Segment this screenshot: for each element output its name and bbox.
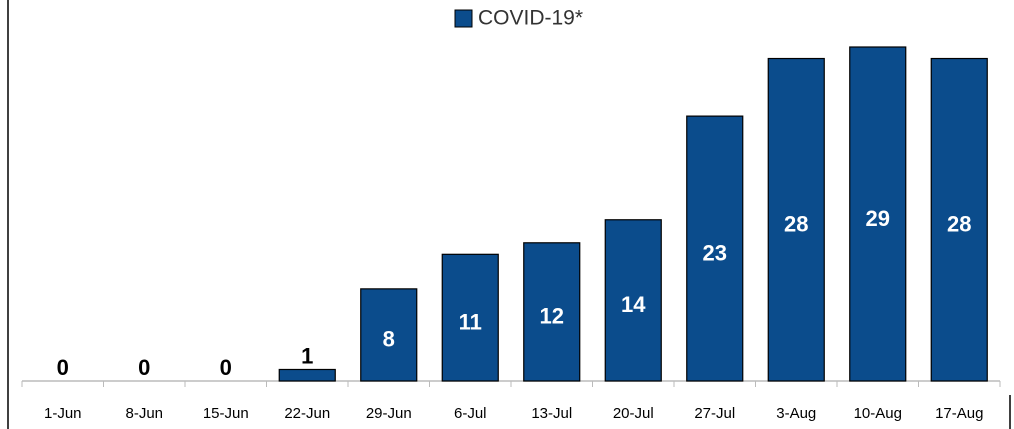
data-label: 23 bbox=[703, 240, 727, 265]
data-label: 14 bbox=[621, 292, 646, 317]
data-label: 0 bbox=[57, 355, 69, 380]
bar bbox=[767, 57, 825, 382]
data-label: 12 bbox=[540, 304, 564, 329]
bar bbox=[604, 219, 662, 382]
data-label: 8 bbox=[383, 327, 395, 352]
legend-swatch bbox=[454, 9, 473, 28]
data-label: 0 bbox=[138, 355, 150, 380]
x-tick-label: 3-Aug bbox=[776, 405, 816, 422]
x-tick-label: 13-Jul bbox=[531, 405, 572, 422]
x-tick-label: 22-Jun bbox=[284, 405, 330, 422]
x-tick-label: 1-Jun bbox=[44, 405, 82, 422]
x-tick-label: 17-Aug bbox=[935, 405, 983, 422]
data-label: 28 bbox=[947, 212, 971, 237]
bar bbox=[360, 288, 418, 382]
x-tick-label: 27-Jul bbox=[694, 405, 735, 422]
bar bbox=[930, 57, 988, 382]
bar bbox=[441, 253, 499, 382]
data-label: 11 bbox=[459, 309, 482, 334]
bar bbox=[278, 368, 336, 382]
bar bbox=[523, 242, 581, 382]
x-tick-label: 20-Jul bbox=[613, 405, 654, 422]
legend-label: COVID-19* bbox=[478, 7, 583, 30]
x-tick-label: 8-Jun bbox=[125, 405, 163, 422]
x-tick-label: 10-Aug bbox=[854, 405, 902, 422]
bar bbox=[686, 115, 744, 382]
x-tick-label: 29-Jun bbox=[366, 405, 412, 422]
data-label: 29 bbox=[866, 206, 890, 231]
x-tick-label: 6-Jul bbox=[454, 405, 487, 422]
data-label: 1 bbox=[301, 343, 313, 368]
data-label: 28 bbox=[784, 212, 808, 237]
data-label: 0 bbox=[220, 355, 232, 380]
bar bbox=[849, 46, 907, 382]
x-tick-label: 15-Jun bbox=[203, 405, 249, 422]
